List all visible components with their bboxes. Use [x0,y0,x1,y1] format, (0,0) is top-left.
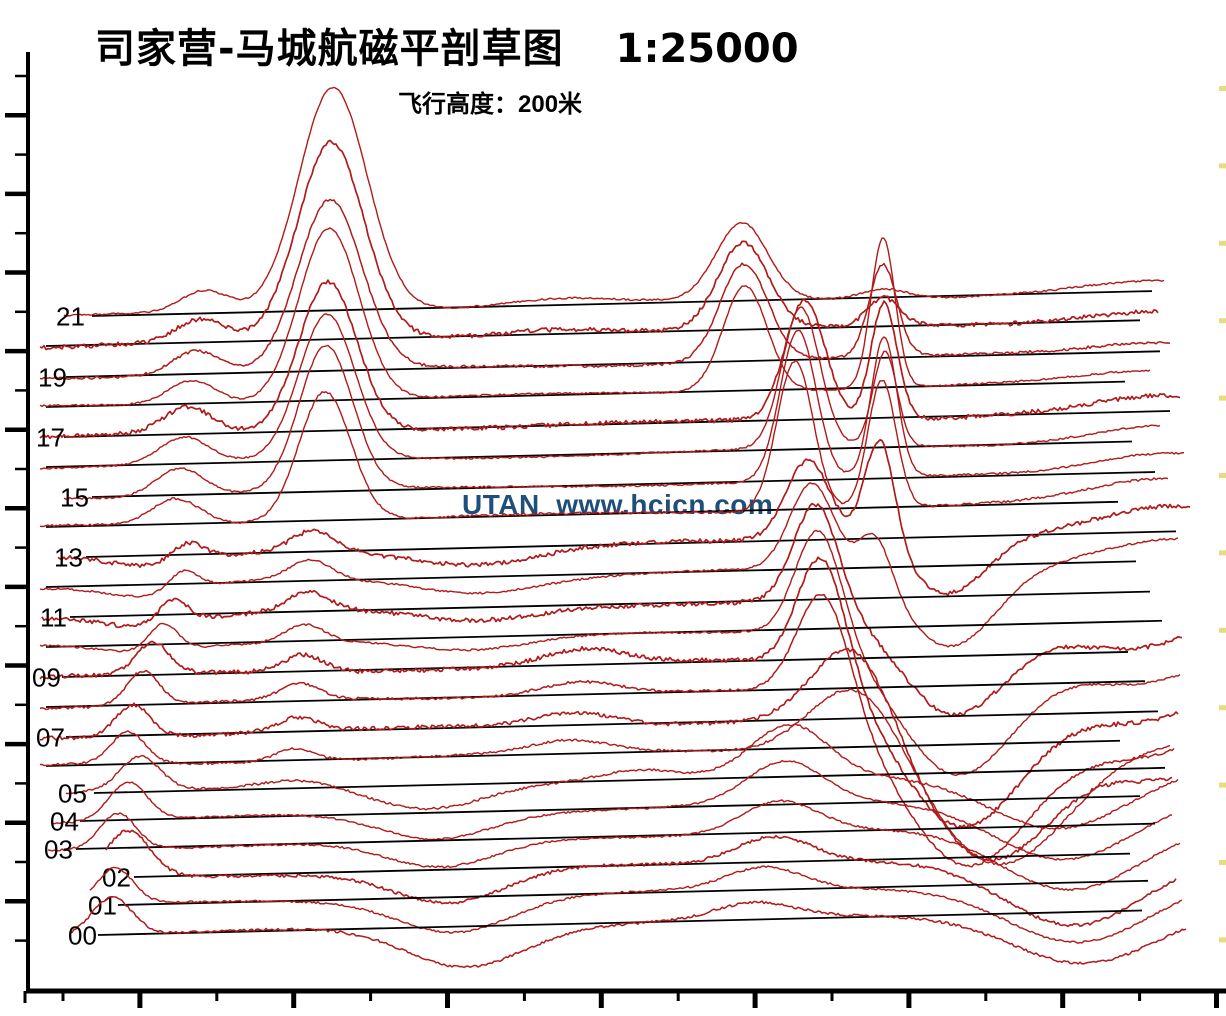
trace-label-00: 00 [68,920,97,950]
right-edge-tick [1219,860,1226,865]
right-edge-tick [1219,240,1226,246]
trace-baseline-u9 [45,560,1137,588]
trace-label-17: 17 [36,422,65,452]
right-edge-tick [1219,163,1226,169]
trace-label-04: 04 [50,806,79,836]
trace-curve-13 [57,438,1191,596]
trace-label-02: 02 [102,862,131,892]
right-edge-tick [1219,782,1226,788]
right-edge-tick [1219,627,1226,633]
trace-curve-u1 [39,139,1159,351]
trace-baseline-00 [97,909,1143,936]
trace-baseline-07 [65,710,1159,738]
right-edge-tick [1219,473,1226,478]
trace-curve-u11 [39,529,1181,776]
trace-label-21: 21 [56,301,85,331]
trace-baseline-02 [133,852,1131,878]
trace-label-13: 13 [54,542,83,572]
trace-label-15: 15 [60,482,89,512]
chart-scale: 1:25000 [615,26,799,72]
right-edge-tick [1219,318,1226,324]
right-edge-tick [1219,705,1226,711]
trace-label-11: 11 [40,602,67,632]
trace-label-19: 19 [38,362,67,392]
trace-baseline-u5 [45,440,1133,468]
chart-title-row: 司家营-马城航磁平剖草图 1:25000 [95,16,799,74]
trace-curve-u13 [39,593,1175,868]
trace-label-01: 01 [88,890,117,920]
trace-curve-u7 [39,359,1169,528]
trace-curve-04 [51,759,1173,861]
trace-curve-09 [39,556,1179,830]
trace-curve-21 [63,86,1165,318]
trace-curve-05 [65,723,1179,830]
trace-curve-u15 [40,688,1171,866]
trace-baseline-04 [79,795,1141,822]
trace-curve-15 [63,329,1185,500]
right-edge-tick [1219,395,1226,401]
trace-baseline-15 [91,471,1156,498]
trace-baseline-u15 [45,739,1121,767]
trace-curve-u5 [39,306,1161,470]
trace-curve-03 [47,799,1181,892]
trace-curve-u9 [39,482,1179,648]
trace-baseline-u1 [45,319,1141,347]
flight-height-unit: 米 [558,90,583,118]
chart-title: 司家营-马城航磁平剖草图 [95,26,564,72]
trace-baseline-19 [65,350,1161,378]
trace-curve-02 [105,829,1177,928]
flight-height-subtitle: 飞行高度：200米 [398,84,582,119]
trace-curve-17 [39,279,1181,440]
trace-label-05: 05 [58,778,87,808]
flight-height-value: 200 [518,91,559,118]
flight-height-label: 飞行高度： [398,90,518,118]
trace-curve-19 [39,198,1171,380]
right-edge-tick [1219,550,1226,556]
trace-baseline-17 [63,410,1171,438]
trace-curve-07 [39,647,1173,863]
trace-label-09: 09 [32,662,61,692]
trace-label-03: 03 [44,834,73,864]
trace-curve-00 [69,895,1187,969]
trace-curve-01 [89,865,1183,944]
trace-curve-11 [41,502,1183,717]
trace-baseline-u11 [45,619,1163,648]
right-edge-tick [1219,86,1226,91]
trace-baseline-05 [93,766,1166,794]
trace-label-07: 07 [36,722,65,752]
right-edge-tick [1219,937,1226,943]
trace-baseline-11 [69,590,1151,618]
trace-curve-u3 [39,227,1151,408]
